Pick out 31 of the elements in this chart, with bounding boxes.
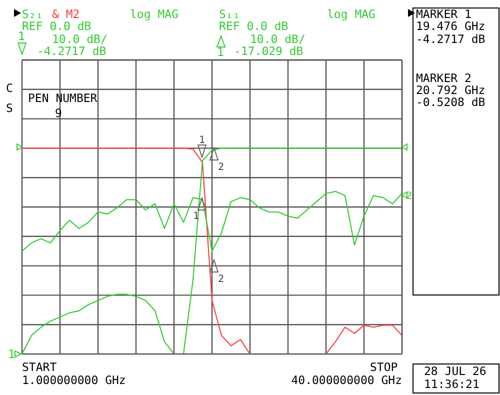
text: 10.0 dB/ <box>250 32 306 46</box>
text: 11:36:21 <box>424 377 480 391</box>
text: MARKER 2 <box>416 71 472 85</box>
text: REF 0.0 dB <box>22 19 92 33</box>
text: START <box>22 360 57 374</box>
text: REF 0.0 dB <box>219 19 288 33</box>
text: 20.792 GHz <box>416 83 486 97</box>
text: -17.029 dB <box>234 44 304 58</box>
text: C <box>6 81 13 95</box>
text: S₁₁ <box>219 7 240 21</box>
text: 1.000000000 GHz <box>22 373 126 387</box>
text: S <box>6 101 13 115</box>
text: & M2 <box>52 7 80 21</box>
text: 40.000000000 GHz <box>291 373 402 387</box>
text: -0.5208 dB <box>416 95 486 109</box>
text: -4.2717 dB <box>416 32 486 46</box>
text: -4.2717 dB <box>37 44 106 58</box>
text: 28 JUL 26 <box>424 364 486 378</box>
text: 1 <box>198 135 206 146</box>
text: 19.476 GHz <box>416 19 486 33</box>
text: 10.0 dB/ <box>52 32 108 46</box>
text: STOP <box>370 360 398 374</box>
text: log MAG <box>327 7 376 21</box>
text: 1 <box>8 347 15 361</box>
text: MARKER 1 <box>416 7 472 21</box>
text: 1 <box>217 45 224 59</box>
annotation: 2 <box>218 162 224 173</box>
annotation: 2 <box>218 274 224 285</box>
text: log MAG <box>130 7 179 21</box>
text: S₂₁ <box>22 7 43 21</box>
text: 1 <box>18 29 25 43</box>
